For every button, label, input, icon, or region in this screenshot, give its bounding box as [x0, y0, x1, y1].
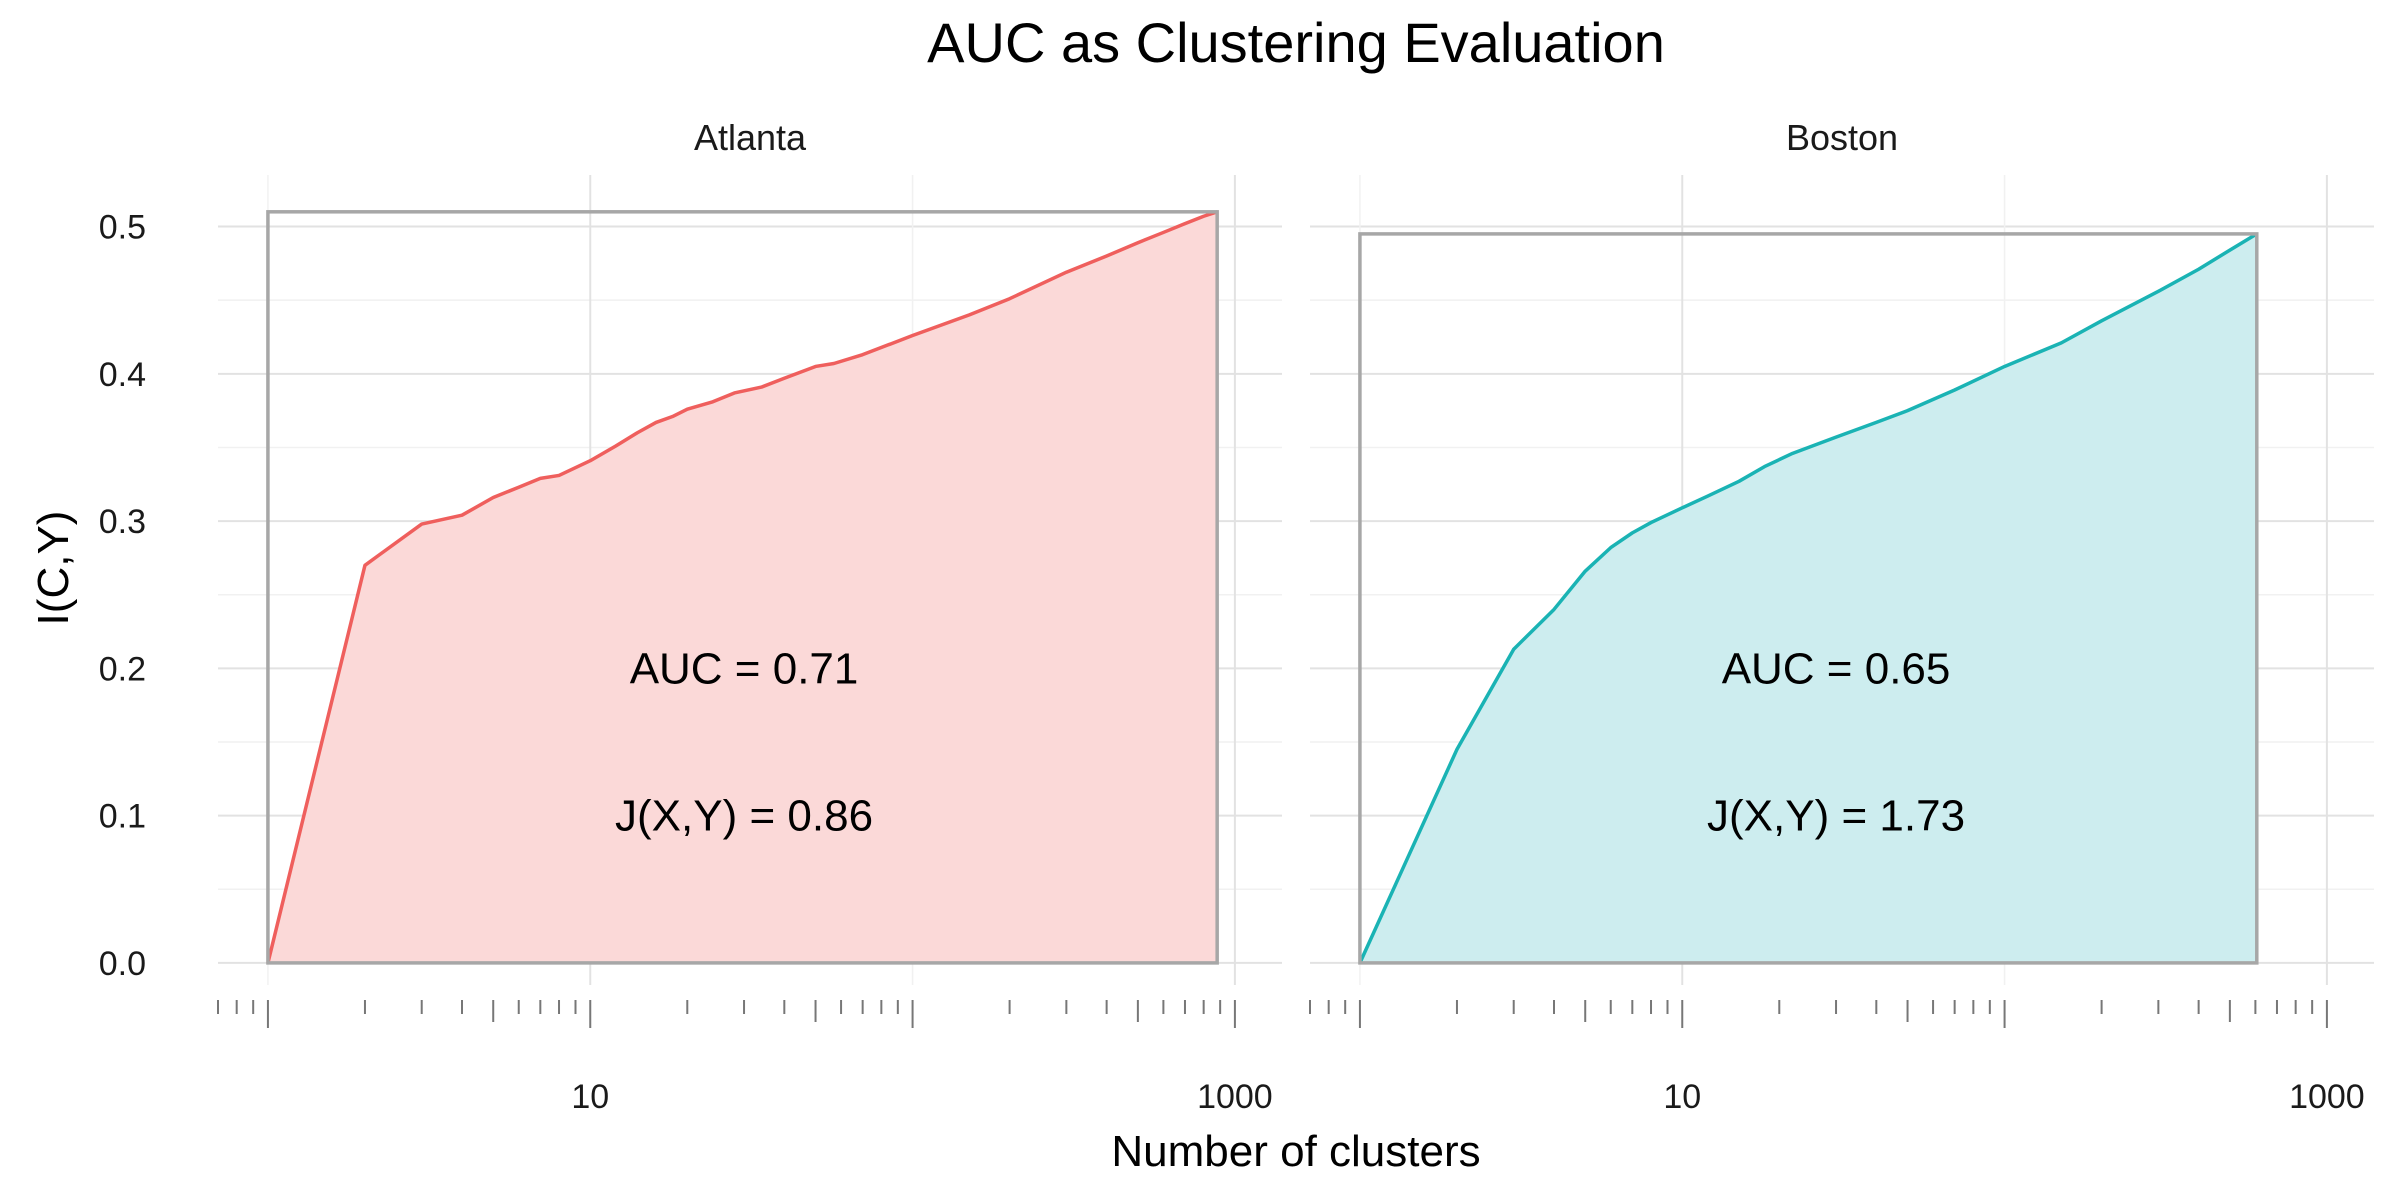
- y-axis-label: I(C,Y): [29, 511, 78, 626]
- annotation-text: AUC = 0.65: [1722, 644, 1951, 693]
- y-tick-label: 0.2: [99, 650, 146, 688]
- max-area-rectangle: [266, 210, 1219, 965]
- x-tick-label: 1000: [2289, 1078, 2365, 1116]
- facet-label: Atlanta: [694, 117, 807, 158]
- annotation-text: J(X,Y) = 0.86: [615, 792, 873, 841]
- x-tick-label: 10: [571, 1078, 609, 1116]
- y-axis-tick-labels: 0.0 0.1 0.2 0.3 0.4 0.5: [99, 209, 146, 983]
- facet-panel-boston: Boston AUC = 0.65 J(X,Y) = 1.73 10 1000: [1309, 117, 2374, 1116]
- y-tick-label: 0.1: [99, 798, 146, 836]
- facet-panel-atlanta: Atlanta AUC = 0.71 J(X,Y) = 0.86 10 1000: [217, 117, 1282, 1116]
- y-tick-label: 0.0: [99, 945, 146, 983]
- series-line: [266, 210, 1218, 964]
- x-tick-label: 1000: [1197, 1078, 1273, 1116]
- y-tick-label: 0.5: [99, 209, 146, 247]
- x-axis-label: Number of clusters: [1111, 1127, 1480, 1176]
- annotation-text: J(X,Y) = 1.73: [1707, 792, 1965, 841]
- facet-label: Boston: [1786, 117, 1898, 158]
- y-tick-label: 0.4: [99, 356, 146, 394]
- annotation-text: AUC = 0.71: [630, 644, 859, 693]
- area-fill: [267, 211, 1218, 963]
- x-tick-label: 10: [1663, 1078, 1701, 1116]
- series-line: [1358, 232, 2258, 964]
- area-fill: [1359, 233, 2257, 963]
- chart-title: AUC as Clustering Evaluation: [927, 11, 1665, 74]
- max-area-rectangle: [1358, 232, 2259, 965]
- y-tick-label: 0.3: [99, 503, 146, 541]
